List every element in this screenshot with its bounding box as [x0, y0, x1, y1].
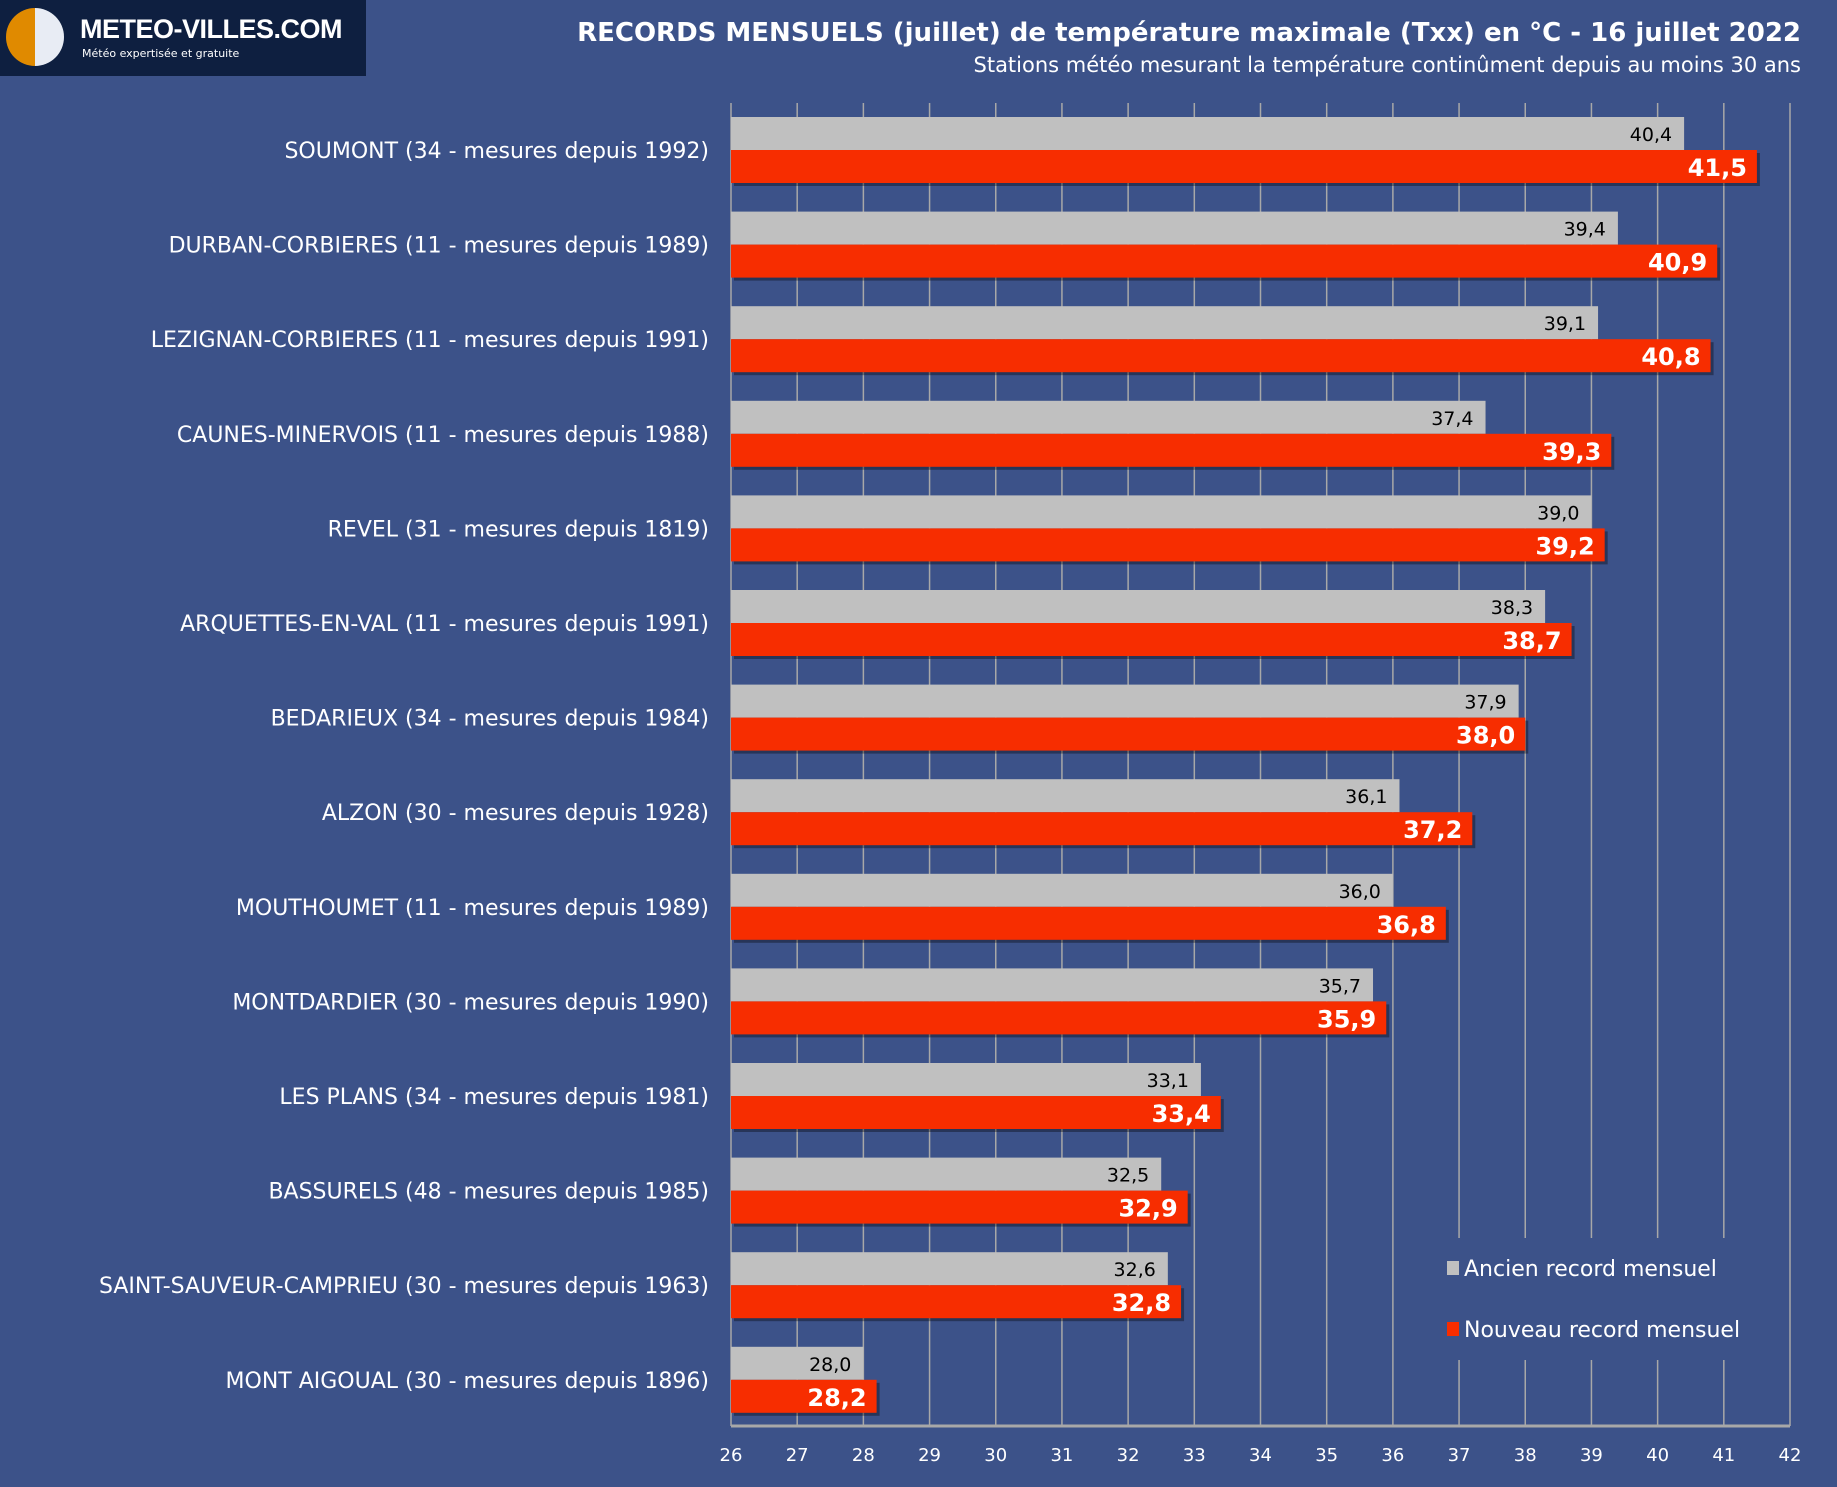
new-record-label: 38,0 [1456, 722, 1515, 750]
old-record-bar [731, 495, 1592, 529]
old-record-label: 28,0 [809, 1354, 851, 1376]
new-record-bar [731, 528, 1605, 562]
new-record-bar [731, 339, 1711, 373]
category-label: ALZON (30 - mesures depuis 1928) [322, 801, 709, 826]
legend-swatch [1447, 1261, 1459, 1275]
new-record-label: 33,4 [1152, 1100, 1211, 1128]
x-tick-label: 28 [852, 1445, 875, 1466]
new-record-bar [731, 1001, 1387, 1035]
x-tick-label: 37 [1448, 1445, 1471, 1466]
logo-name: METEO-VILLES.COM [80, 14, 343, 44]
category-label: MONTDARDIER (30 - mesures depuis 1990) [232, 990, 709, 1015]
category-label: DURBAN-CORBIERES (11 - mesures depuis 19… [169, 234, 709, 259]
x-tick-label: 40 [1646, 1445, 1669, 1466]
old-record-label: 40,4 [1630, 124, 1672, 146]
legend-label: Ancien record mensuel [1464, 1257, 1717, 1282]
new-record-bar [731, 1379, 877, 1413]
legend-swatch [1447, 1322, 1459, 1336]
new-record-bar [731, 812, 1473, 846]
x-tick-label: 42 [1779, 1445, 1802, 1466]
category-label: ARQUETTES-EN-VAL (11 - mesures depuis 19… [180, 612, 709, 637]
new-record-bar [731, 244, 1718, 278]
old-record-label: 36,1 [1345, 786, 1387, 808]
new-record-label: 38,7 [1502, 627, 1561, 655]
x-tick-label: 29 [918, 1445, 941, 1466]
old-record-bar [731, 400, 1486, 434]
category-label: CAUNES-MINERVOIS (11 - mesures depuis 19… [177, 423, 709, 448]
x-tick-label: 31 [1050, 1445, 1073, 1466]
new-record-bar [731, 623, 1572, 656]
x-tick-label: 26 [720, 1445, 743, 1466]
old-record-label: 32,5 [1107, 1165, 1149, 1187]
new-record-label: 36,8 [1377, 911, 1436, 939]
new-record-bar [731, 1096, 1221, 1129]
category-label: BEDARIEUX (34 - mesures depuis 1984) [271, 707, 709, 732]
old-record-bar [731, 306, 1599, 340]
old-record-label: 39,1 [1544, 313, 1586, 335]
x-tick-label: 34 [1249, 1445, 1272, 1466]
new-record-label: 40,8 [1641, 343, 1700, 371]
old-record-bar [731, 968, 1374, 1002]
x-tick-label: 38 [1514, 1445, 1537, 1466]
new-record-label: 28,2 [807, 1384, 866, 1412]
old-record-label: 32,6 [1114, 1259, 1156, 1281]
new-record-label: 40,9 [1648, 249, 1707, 277]
new-record-label: 39,2 [1535, 532, 1594, 560]
old-record-label: 39,0 [1537, 502, 1579, 524]
new-record-label: 35,9 [1317, 1005, 1376, 1033]
logo: METEO-VILLES.COM Météo expertisée et gra… [0, 0, 366, 76]
new-record-label: 32,9 [1118, 1195, 1177, 1223]
old-record-bar [731, 1157, 1162, 1191]
old-record-bar [731, 873, 1393, 907]
old-record-bar [731, 1346, 864, 1380]
logo-sun-icon [6, 8, 64, 66]
new-record-label: 39,3 [1542, 438, 1601, 466]
new-record-label: 32,8 [1112, 1289, 1171, 1317]
x-tick-label: 39 [1580, 1445, 1603, 1466]
x-tick-label: 41 [1712, 1445, 1735, 1466]
old-record-label: 37,9 [1464, 692, 1506, 714]
old-record-bar [731, 117, 1685, 150]
category-label: LES PLANS (34 - mesures depuis 1981) [279, 1085, 709, 1110]
old-record-label: 33,1 [1147, 1070, 1189, 1092]
category-label: SOUMONT (34 - mesures depuis 1992) [284, 139, 709, 164]
old-record-label: 39,4 [1564, 219, 1606, 241]
legend-box [1435, 1238, 1770, 1360]
new-record-bar [731, 150, 1757, 183]
x-tick-label: 36 [1381, 1445, 1404, 1466]
new-record-label: 37,2 [1403, 816, 1462, 844]
x-tick-label: 33 [1183, 1445, 1206, 1466]
old-record-bar [731, 1063, 1201, 1096]
new-record-bar [731, 1190, 1188, 1224]
category-label: BASSURELS (48 - mesures depuis 1985) [268, 1180, 709, 1205]
old-record-bar [731, 684, 1519, 718]
old-record-label: 36,0 [1339, 881, 1381, 903]
x-tick-label: 35 [1315, 1445, 1338, 1466]
old-record-bar [731, 590, 1546, 623]
new-record-label: 41,5 [1688, 154, 1747, 182]
x-tick-label: 30 [984, 1445, 1007, 1466]
category-label: SAINT-SAUVEUR-CAMPRIEU (30 - mesures dep… [99, 1274, 709, 1299]
category-label: MOUTHOUMET (11 - mesures depuis 1989) [236, 896, 709, 921]
x-tick-label: 27 [786, 1445, 809, 1466]
old-record-label: 35,7 [1319, 975, 1361, 997]
new-record-bar [731, 433, 1612, 467]
category-label: MONT AIGOUAL (30 - mesures depuis 1896) [226, 1369, 709, 1394]
chart-title: RECORDS MENSUELS (juillet) de températur… [577, 18, 1801, 48]
old-record-bar [731, 211, 1618, 245]
old-record-bar [731, 779, 1400, 813]
new-record-bar [731, 1285, 1182, 1319]
x-tick-label: 32 [1117, 1445, 1140, 1466]
old-record-bar [731, 1252, 1168, 1286]
old-record-label: 37,4 [1431, 408, 1473, 430]
logo-tagline: Météo expertisée et gratuite [82, 47, 240, 60]
category-label: REVEL (31 - mesures depuis 1819) [328, 517, 709, 542]
legend-label: Nouveau record mensuel [1464, 1318, 1740, 1343]
new-record-bar [731, 906, 1446, 940]
old-record-label: 38,3 [1491, 597, 1533, 619]
category-label: LEZIGNAN-CORBIERES (11 - mesures depuis … [151, 328, 709, 353]
chart-subtitle: Stations météo mesurant la température c… [973, 53, 1802, 77]
new-record-bar [731, 717, 1526, 751]
